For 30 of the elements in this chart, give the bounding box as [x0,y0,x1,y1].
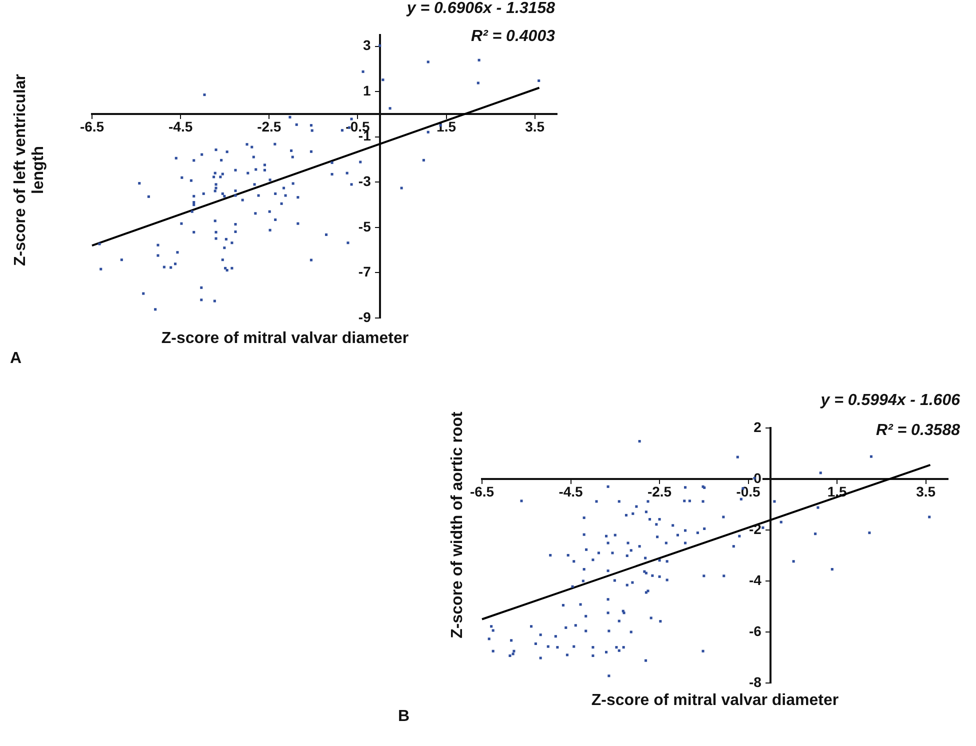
x-tick-label: -0.5 [736,483,761,500]
y-tick-label: 3 [363,37,372,54]
y-tick-label: -3 [358,173,372,190]
annotation: R² = 0.4003 [470,28,555,46]
y-axis-title: Z-score of left ventricular length [12,72,48,268]
x-tick-label: -4.5 [168,118,193,134]
y-tick-label: -8 [749,674,762,690]
x-axis-title: Z-score of mitral valvar diameter [591,692,839,710]
text: A [10,350,22,368]
y-axis-title: Z-score of width of aortic root [449,410,467,640]
x-tick-label: -6.5 [80,118,104,134]
annotation: R² = 0.3588 [876,422,960,440]
x-tick-label: -2.5 [647,483,672,500]
y-tick-label: 2 [754,418,762,435]
text: y = 0.5994x - 1.606 [820,392,960,410]
x-tick-label: -2.5 [257,118,282,134]
text: B [398,708,410,726]
x-tick-label: 3.5 [525,118,545,134]
y-tick-label: 1 [363,82,372,98]
text: y = 0.6906x - 1.3158 [406,0,555,18]
y-tick-label: -7 [358,264,372,280]
y-tick-label: -6 [749,622,762,639]
x-axis-title: Z-score of mitral valvar diameter [161,330,409,348]
y-tick-label: -2 [749,520,762,537]
x-tick-label: 3.5 [916,483,936,500]
y-tick-label: -4 [749,572,762,588]
y-tick-label: -5 [358,218,372,234]
y-tick-label: -9 [358,308,372,325]
x-tick-label: -6.5 [470,483,494,500]
x-tick-label: -4.5 [558,483,584,500]
